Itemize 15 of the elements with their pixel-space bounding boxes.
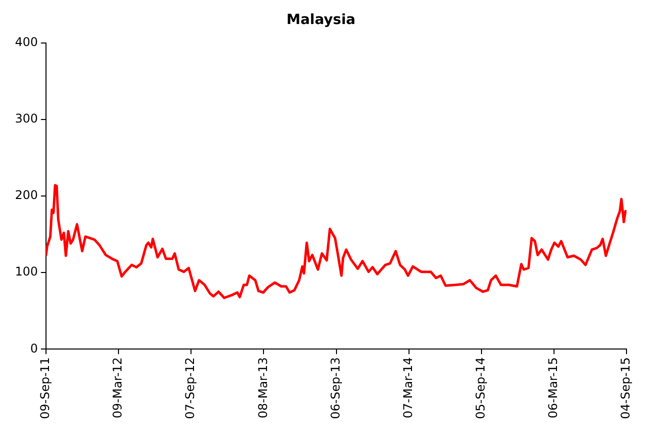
x-tick-label: 06-Mar-15 [546, 357, 560, 418]
x-tick-label: 07-Mar-14 [400, 357, 415, 418]
x-tick-label: 07-Sep-12 [183, 357, 198, 420]
y-tick-label: 300 [15, 112, 38, 126]
x-tick-label: 08-Mar-13 [256, 357, 270, 418]
x-tick-label: 06-Sep-13 [328, 357, 342, 420]
x-tick-label: 09-Sep-11 [38, 357, 52, 420]
y-tick-label: 0 [30, 341, 38, 356]
x-tick-label: 09-Mar-12 [110, 357, 125, 418]
y-tick-label: 200 [15, 188, 38, 202]
x-tick-label: 04-Sep-15 [618, 357, 633, 420]
y-tick-label: 100 [15, 264, 38, 279]
y-tick-label: 400 [15, 34, 38, 49]
x-tick-label: 05-Sep-14 [474, 357, 488, 420]
chart-title: Malaysia [286, 12, 356, 28]
